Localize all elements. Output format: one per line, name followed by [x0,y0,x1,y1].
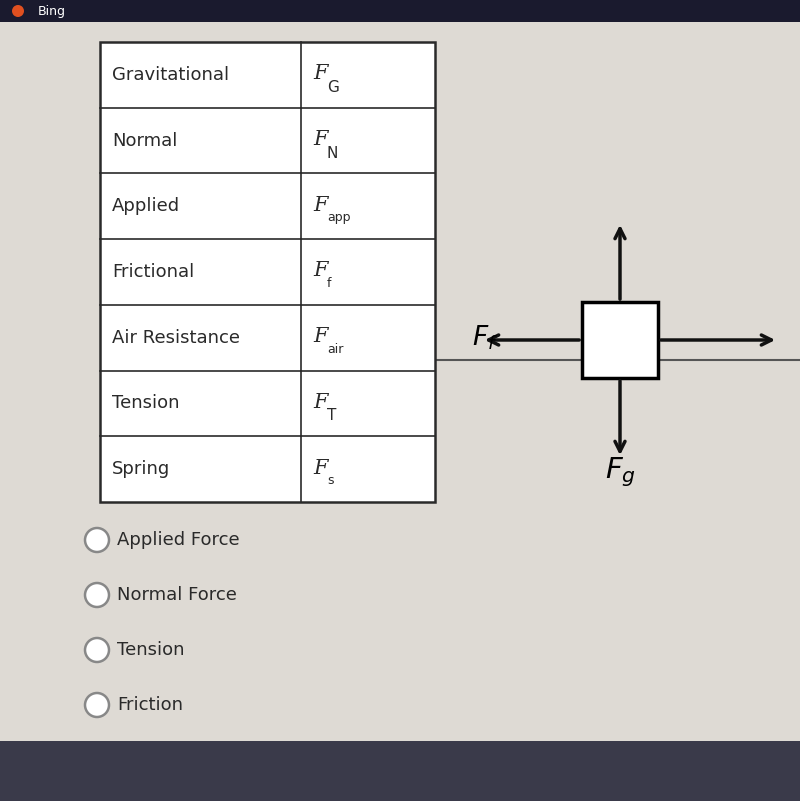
Text: F: F [313,393,327,412]
Text: Tension: Tension [117,641,185,659]
Text: Normal Force: Normal Force [117,586,237,604]
Text: Applied: Applied [112,197,180,215]
Text: G: G [327,80,339,95]
Text: F: F [313,195,327,215]
Bar [0,0,800,22]
Text: f: f [327,277,331,290]
Text: $F_f$: $F_f$ [472,324,498,352]
Text: Applied Force: Applied Force [117,531,240,549]
Text: s: s [327,474,334,487]
Text: air: air [327,343,343,356]
Text: Tension: Tension [112,394,179,413]
Text: Bing: Bing [38,5,66,18]
Text: Spring: Spring [112,460,170,478]
Circle shape [85,638,109,662]
Text: F: F [313,328,327,346]
Text: F: F [313,459,327,477]
Circle shape [85,583,109,607]
Text: Frictional: Frictional [112,263,194,281]
Circle shape [85,528,109,552]
Text: $F_g$: $F_g$ [605,455,635,489]
Text: Friction: Friction [117,696,183,714]
Text: F: F [313,130,327,149]
Text: N: N [327,146,338,160]
Text: app: app [327,211,350,224]
Text: Normal: Normal [112,131,178,150]
Text: F: F [313,261,327,280]
Text: Air Resistance: Air Resistance [112,328,240,347]
Bar [582,302,658,378]
Text: Gravitational: Gravitational [112,66,229,84]
Bar [0,741,800,801]
Bar [100,42,435,502]
Circle shape [85,693,109,717]
Text: F: F [313,64,327,83]
Circle shape [12,5,24,17]
Text: T: T [327,409,336,424]
